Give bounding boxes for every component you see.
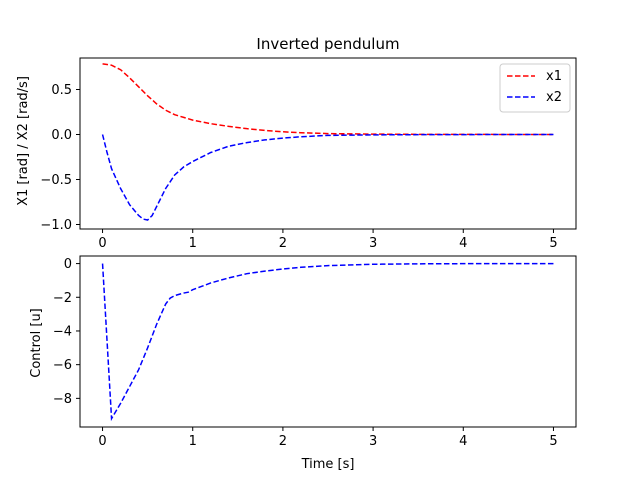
bottom-y-ticks: −8 −6 −4 −2 0 <box>53 257 80 407</box>
bottom-series-series-0-line <box>101 262 554 422</box>
y-tick-label: −8 <box>53 392 72 407</box>
y-tick-label: 0.0 <box>51 128 72 143</box>
bottom-x-axis-label: Time [s] <box>301 457 355 472</box>
x-tick-label: 3 <box>369 434 377 449</box>
y-tick-label: −6 <box>53 358 72 373</box>
top-chart-title: Inverted pendulum <box>256 35 399 53</box>
x-tick-label: 0 <box>98 434 106 449</box>
x-tick-label: 1 <box>189 236 197 251</box>
y-tick-label: −4 <box>53 324 72 339</box>
top-x-ticks: 0 1 2 3 4 5 <box>98 229 558 251</box>
bottom-x-ticks: 0 1 2 3 4 5 <box>98 427 558 449</box>
top-series-x2-line <box>101 133 554 221</box>
top-y-ticks: −1.0 −0.5 0.0 0.5 <box>40 83 80 233</box>
y-tick-label: −1.0 <box>40 218 72 233</box>
top-series-x1-line <box>102 63 554 136</box>
x-tick-label: 3 <box>369 236 377 251</box>
legend-label-x2: x2 <box>546 90 562 105</box>
top-y-axis-label: X1 [rad] / X2 [rad/s] <box>16 76 31 206</box>
legend: x1 x2 <box>499 63 571 113</box>
x-tick-label: 5 <box>549 236 557 251</box>
top-series-layer <box>101 63 554 221</box>
x-tick-label: 2 <box>279 434 287 449</box>
top-axes-frame <box>79 57 577 230</box>
bottom-y-axis-label: Control [u] <box>29 308 44 378</box>
x-tick-label: 5 <box>549 434 557 449</box>
x-tick-label: 1 <box>189 434 197 449</box>
y-tick-label: 0.5 <box>51 83 72 98</box>
y-tick-label: −2 <box>53 291 72 306</box>
y-tick-label: 0 <box>64 257 72 272</box>
bottom-subplot: 0 1 2 3 4 5 −8 −6 −4 −2 0 Control [u] Time [s] <box>29 255 577 472</box>
y-tick-label: −0.5 <box>40 173 72 188</box>
bottom-axes-frame <box>79 255 577 428</box>
legend-label-x1: x1 <box>546 69 562 84</box>
x-tick-label: 2 <box>279 236 287 251</box>
x-tick-label: 4 <box>459 434 467 449</box>
x-tick-label: 4 <box>459 236 467 251</box>
bottom-series-layer <box>101 262 554 422</box>
x-tick-label: 0 <box>98 236 106 251</box>
